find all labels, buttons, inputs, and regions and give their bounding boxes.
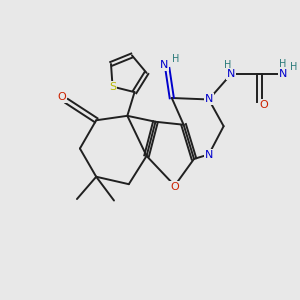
- Text: H: H: [224, 60, 231, 70]
- Text: N: N: [160, 60, 168, 70]
- Text: O: O: [170, 182, 179, 192]
- Text: H: H: [279, 59, 286, 69]
- Text: N: N: [205, 150, 214, 160]
- Text: O: O: [259, 100, 268, 110]
- Text: N: N: [279, 69, 287, 79]
- Text: H: H: [172, 54, 179, 64]
- Text: S: S: [109, 82, 116, 92]
- Text: O: O: [58, 92, 67, 102]
- Text: H: H: [290, 62, 298, 72]
- Text: N: N: [205, 94, 214, 104]
- Text: N: N: [227, 69, 235, 79]
